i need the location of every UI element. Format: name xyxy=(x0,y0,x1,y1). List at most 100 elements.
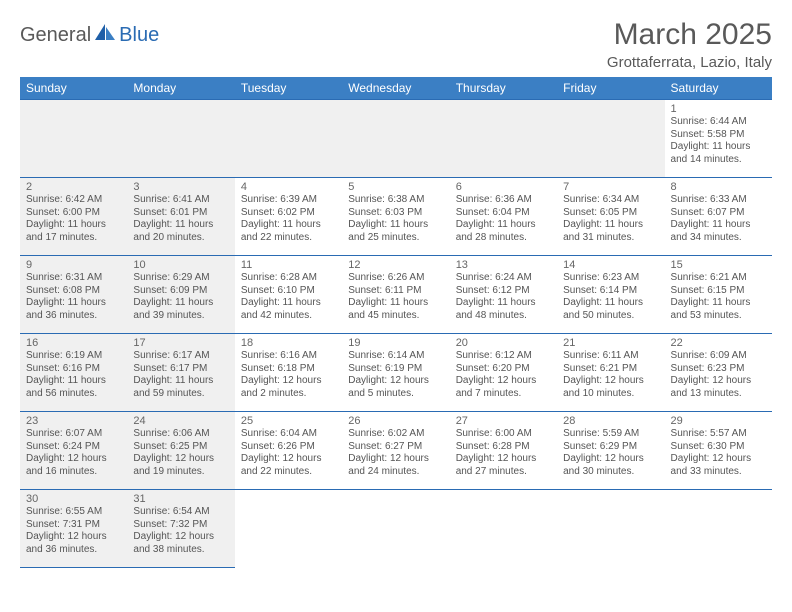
cell-day1: Daylight: 12 hours xyxy=(671,375,766,388)
cell-day2: and 31 minutes. xyxy=(563,232,658,245)
cell-sunrise: Sunrise: 6:17 AM xyxy=(133,350,228,363)
cell-day2: and 34 minutes. xyxy=(671,232,766,245)
calendar-cell xyxy=(342,490,449,568)
logo-text-1: General xyxy=(20,24,91,47)
day-number: 4 xyxy=(241,181,336,193)
cell-sunrise: Sunrise: 6:33 AM xyxy=(671,194,766,207)
calendar-cell: 29Sunrise: 5:57 AMSunset: 6:30 PMDayligh… xyxy=(665,412,772,490)
cell-day1: Daylight: 12 hours xyxy=(456,453,551,466)
calendar-cell: 11Sunrise: 6:28 AMSunset: 6:10 PMDayligh… xyxy=(235,256,342,334)
calendar-cell: 9Sunrise: 6:31 AMSunset: 6:08 PMDaylight… xyxy=(20,256,127,334)
calendar-cell xyxy=(450,100,557,178)
cell-sunset: Sunset: 6:08 PM xyxy=(26,285,121,298)
cell-day1: Daylight: 12 hours xyxy=(241,375,336,388)
cell-day1: Daylight: 12 hours xyxy=(456,375,551,388)
cell-day1: Daylight: 11 hours xyxy=(26,219,121,232)
day-number: 18 xyxy=(241,337,336,349)
cell-sunrise: Sunrise: 6:00 AM xyxy=(456,428,551,441)
day-number: 20 xyxy=(456,337,551,349)
calendar-cell: 23Sunrise: 6:07 AMSunset: 6:24 PMDayligh… xyxy=(20,412,127,490)
cell-day2: and 56 minutes. xyxy=(26,388,121,401)
cell-sunset: Sunset: 6:11 PM xyxy=(348,285,443,298)
calendar-cell: 1Sunrise: 6:44 AMSunset: 5:58 PMDaylight… xyxy=(665,100,772,178)
calendar-cell xyxy=(342,100,449,178)
cell-day1: Daylight: 12 hours xyxy=(26,531,121,544)
cell-day2: and 53 minutes. xyxy=(671,310,766,323)
cell-sunrise: Sunrise: 5:59 AM xyxy=(563,428,658,441)
cell-day2: and 30 minutes. xyxy=(563,466,658,479)
calendar-cell: 18Sunrise: 6:16 AMSunset: 6:18 PMDayligh… xyxy=(235,334,342,412)
calendar-cell: 26Sunrise: 6:02 AMSunset: 6:27 PMDayligh… xyxy=(342,412,449,490)
day-header: Thursday xyxy=(450,77,557,100)
calendar-cell xyxy=(235,490,342,568)
calendar-cell: 17Sunrise: 6:17 AMSunset: 6:17 PMDayligh… xyxy=(127,334,234,412)
cell-day1: Daylight: 12 hours xyxy=(348,453,443,466)
cell-day1: Daylight: 11 hours xyxy=(671,219,766,232)
day-header: Monday xyxy=(127,77,234,100)
cell-sunrise: Sunrise: 6:34 AM xyxy=(563,194,658,207)
calendar-cell xyxy=(450,490,557,568)
cell-sunrise: Sunrise: 6:38 AM xyxy=(348,194,443,207)
day-number: 11 xyxy=(241,259,336,271)
cell-sunrise: Sunrise: 6:31 AM xyxy=(26,272,121,285)
cell-sunrise: Sunrise: 6:09 AM xyxy=(671,350,766,363)
day-number: 30 xyxy=(26,493,121,505)
cell-sunrise: Sunrise: 6:39 AM xyxy=(241,194,336,207)
cell-sunset: Sunset: 7:32 PM xyxy=(133,519,228,532)
cell-sunset: Sunset: 6:12 PM xyxy=(456,285,551,298)
cell-day1: Daylight: 11 hours xyxy=(241,297,336,310)
page: General Blue March 2025 Grottaferrata, L… xyxy=(0,0,792,586)
day-number: 6 xyxy=(456,181,551,193)
calendar-row: 9Sunrise: 6:31 AMSunset: 6:08 PM Daylight… xyxy=(20,256,772,334)
cell-day1: Daylight: 12 hours xyxy=(133,453,228,466)
cell-sunset: Sunset: 6:07 PM xyxy=(671,207,766,220)
cell-sunrise: Sunrise: 6:16 AM xyxy=(241,350,336,363)
cell-day1: Daylight: 11 hours xyxy=(348,219,443,232)
calendar-cell: 3Sunrise: 6:41 AMSunset: 6:01 PMDaylight… xyxy=(127,178,234,256)
day-header: Wednesday xyxy=(342,77,449,100)
cell-day1: Daylight: 11 hours xyxy=(456,297,551,310)
day-number: 8 xyxy=(671,181,766,193)
calendar-cell xyxy=(557,100,664,178)
day-number: 26 xyxy=(348,415,443,427)
cell-day1: Daylight: 12 hours xyxy=(348,375,443,388)
calendar-cell: 4Sunrise: 6:39 AMSunset: 6:02 PMDaylight… xyxy=(235,178,342,256)
day-number: 3 xyxy=(133,181,228,193)
cell-day2: and 28 minutes. xyxy=(456,232,551,245)
day-number: 9 xyxy=(26,259,121,271)
day-number: 22 xyxy=(671,337,766,349)
cell-sunset: Sunset: 6:20 PM xyxy=(456,363,551,376)
calendar-cell: 25Sunrise: 6:04 AMSunset: 6:26 PMDayligh… xyxy=(235,412,342,490)
day-number: 10 xyxy=(133,259,228,271)
calendar-cell: 15Sunrise: 6:21 AMSunset: 6:15 PMDayligh… xyxy=(665,256,772,334)
cell-sunset: Sunset: 6:19 PM xyxy=(348,363,443,376)
calendar-cell xyxy=(665,490,772,568)
day-header-row: Sunday Monday Tuesday Wednesday Thursday… xyxy=(20,77,772,100)
day-number: 17 xyxy=(133,337,228,349)
cell-day1: Daylight: 12 hours xyxy=(671,453,766,466)
cell-day1: Daylight: 12 hours xyxy=(241,453,336,466)
calendar-row: 16Sunrise: 6:19 AMSunset: 6:16 PMDayligh… xyxy=(20,334,772,412)
cell-day2: and 42 minutes. xyxy=(241,310,336,323)
calendar-cell: 14Sunrise: 6:23 AMSunset: 6:14 PMDayligh… xyxy=(557,256,664,334)
cell-sunrise: Sunrise: 6:36 AM xyxy=(456,194,551,207)
cell-sunrise: Sunrise: 6:44 AM xyxy=(671,116,766,129)
cell-day1: Daylight: 12 hours xyxy=(563,375,658,388)
cell-sunrise: Sunrise: 6:21 AM xyxy=(671,272,766,285)
calendar-cell: 27Sunrise: 6:00 AMSunset: 6:28 PMDayligh… xyxy=(450,412,557,490)
cell-sunset: Sunset: 6:00 PM xyxy=(26,207,121,220)
calendar-cell xyxy=(20,100,127,178)
page-subtitle: Grottaferrata, Lazio, Italy xyxy=(607,54,772,71)
calendar-cell: 19Sunrise: 6:14 AMSunset: 6:19 PMDayligh… xyxy=(342,334,449,412)
logo-text-2: Blue xyxy=(119,24,159,47)
cell-sunrise: Sunrise: 6:02 AM xyxy=(348,428,443,441)
title-block: March 2025 Grottaferrata, Lazio, Italy xyxy=(607,18,772,71)
cell-sunset: Sunset: 6:04 PM xyxy=(456,207,551,220)
cell-sunset: Sunset: 6:30 PM xyxy=(671,441,766,454)
day-header: Sunday xyxy=(20,77,127,100)
day-number: 2 xyxy=(26,181,121,193)
cell-day2: and 27 minutes. xyxy=(456,466,551,479)
cell-day2: and 45 minutes. xyxy=(348,310,443,323)
cell-day1: Daylight: 11 hours xyxy=(241,219,336,232)
cell-sunrise: Sunrise: 6:26 AM xyxy=(348,272,443,285)
